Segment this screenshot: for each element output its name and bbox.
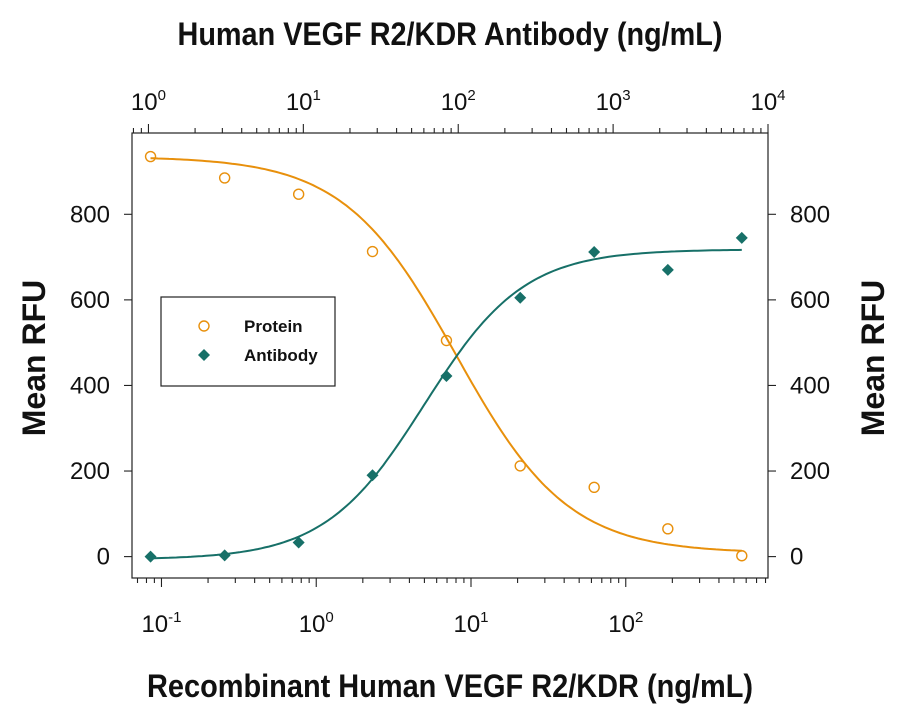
legend-protein-marker — [198, 320, 210, 332]
protein-fit-curve — [150, 157, 742, 552]
data-points — [144, 150, 748, 563]
plot-frame — [131, 132, 769, 579]
x2-tick-label: 101 — [286, 87, 321, 116]
protein-point — [662, 523, 674, 535]
y-tick-label-right: 200 — [790, 458, 830, 485]
y-tick-label-right: 800 — [790, 201, 830, 228]
antibody-point — [144, 550, 157, 563]
protein-point — [736, 550, 748, 562]
antibody-point — [514, 291, 527, 304]
x2-tick-label: 100 — [131, 87, 166, 116]
x-tick-label-base: 10 — [299, 611, 326, 638]
x2-tick-label: 104 — [750, 87, 785, 116]
protein-point — [218, 172, 231, 184]
x-tick-label: 102 — [608, 609, 643, 638]
y-tick-label-left: 200 — [70, 458, 110, 485]
x-tick-label-exponent: 0 — [325, 609, 333, 626]
x2-tick-label-exponent: 1 — [313, 87, 321, 104]
x2-tick-label-exponent: 4 — [777, 87, 785, 104]
left-axis-title: Mean RFU — [16, 280, 52, 436]
protein-point — [366, 245, 379, 258]
x2-tick-label-exponent: 0 — [158, 87, 166, 104]
legend: Protein Antibody — [160, 296, 336, 387]
antibody-fit-curve — [150, 248, 742, 560]
x-tick-label: 10-1 — [141, 609, 181, 638]
x2-tick-label-exponent: 2 — [467, 87, 475, 104]
x-tick-label: 101 — [453, 609, 488, 638]
y-tick-label-right: 400 — [790, 372, 830, 399]
x-tick-label-exponent: 1 — [480, 609, 488, 626]
x2-tick-label-base: 10 — [750, 89, 777, 116]
antibody-point — [366, 469, 379, 482]
antibody-point — [218, 549, 231, 562]
y-tick-label-left: 0 — [97, 544, 110, 571]
x2-tick-label-base: 10 — [441, 89, 468, 116]
x2-tick-label: 102 — [441, 87, 476, 116]
x-tick-label: 100 — [299, 609, 334, 638]
protein-point — [588, 481, 600, 493]
x-tick-label-base: 10 — [453, 611, 480, 638]
bottom-axis-title: Recombinant Human VEGF R2/KDR (ng/mL) — [147, 668, 753, 704]
y-tick-label-left: 400 — [70, 372, 110, 399]
legend-antibody-marker — [198, 349, 210, 361]
y-tick-label-right: 0 — [790, 544, 803, 571]
antibody-point — [735, 231, 748, 244]
legend-protein-label: Protein — [244, 317, 303, 336]
y-tick-label-left: 800 — [70, 201, 110, 228]
x-tick-label-base: 10 — [141, 611, 168, 638]
antibody-point — [292, 536, 305, 549]
top-axis-title: Human VEGF R2/KDR Antibody (ng/mL) — [178, 16, 723, 52]
right-axis-title: Mean RFU — [855, 280, 891, 436]
x2-tick-label: 103 — [596, 87, 631, 116]
y-tick-label-left: 600 — [70, 287, 110, 314]
x2-tick-label-base: 10 — [596, 89, 623, 116]
legend-antibody-label: Antibody — [244, 346, 318, 365]
protein-point — [144, 150, 157, 163]
protein-point — [514, 460, 526, 472]
protein-point — [440, 334, 453, 347]
antibody-point — [588, 245, 601, 258]
antibody-point — [661, 263, 674, 276]
x-tick-label-exponent: -1 — [168, 609, 181, 626]
y-tick-label-right: 600 — [790, 287, 830, 314]
x2-tick-label-base: 10 — [131, 89, 158, 116]
protein-point — [292, 188, 305, 200]
legend-box — [160, 296, 336, 387]
x2-tick-label-exponent: 3 — [622, 87, 630, 104]
x-tick-label-exponent: 2 — [635, 609, 643, 626]
antibody-point — [440, 370, 453, 383]
x2-tick-label-base: 10 — [286, 89, 313, 116]
x-tick-label-base: 10 — [608, 611, 635, 638]
